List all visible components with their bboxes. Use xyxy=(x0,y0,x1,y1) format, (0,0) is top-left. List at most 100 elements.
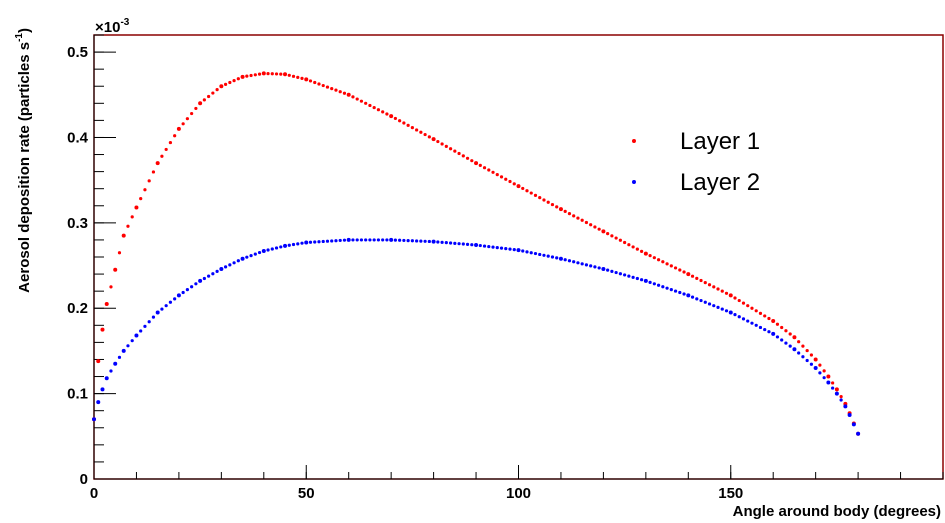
data-point xyxy=(478,163,482,167)
data-point xyxy=(296,75,300,79)
data-point xyxy=(181,122,185,126)
data-point xyxy=(211,91,215,95)
data-point xyxy=(784,341,788,345)
data-point xyxy=(155,161,160,166)
data-point xyxy=(457,151,461,156)
data-point xyxy=(173,134,177,138)
y-axis-label-sup: -1 xyxy=(14,33,25,42)
data-point xyxy=(851,422,856,427)
data-point xyxy=(427,135,431,139)
data-point xyxy=(194,106,198,111)
data-point xyxy=(737,298,741,303)
data-point xyxy=(661,260,665,264)
data-point xyxy=(117,355,122,359)
legend[interactable]: Layer 1 Layer 2 xyxy=(632,128,760,196)
data-point xyxy=(304,240,309,245)
data-point xyxy=(707,283,712,287)
data-point xyxy=(572,260,576,264)
data-point xyxy=(198,101,203,106)
data-point xyxy=(176,293,181,298)
data-point xyxy=(461,154,465,158)
y-multiplier: ×10-3 xyxy=(95,17,130,36)
data-point xyxy=(737,315,741,319)
data-point xyxy=(143,188,147,192)
data-point xyxy=(669,288,673,292)
data-point xyxy=(453,149,457,153)
data-point xyxy=(546,254,550,258)
data-point xyxy=(792,335,797,340)
data-point xyxy=(508,247,512,251)
data-point xyxy=(631,275,635,279)
data-point xyxy=(283,243,288,248)
data-point xyxy=(733,313,737,317)
data-point xyxy=(542,253,546,257)
data-point xyxy=(499,175,504,179)
data-point xyxy=(618,238,622,242)
data-point xyxy=(558,207,563,212)
data-point xyxy=(584,220,589,225)
data-point xyxy=(665,286,669,290)
data-point xyxy=(92,417,96,422)
data-point xyxy=(321,83,325,88)
data-point xyxy=(385,238,389,242)
data-point xyxy=(240,256,245,261)
data-point xyxy=(245,74,249,78)
data-point xyxy=(558,256,563,261)
data-point xyxy=(330,239,334,243)
data-point xyxy=(398,238,402,242)
data-point xyxy=(826,380,831,385)
data-point xyxy=(478,243,482,248)
data-point xyxy=(606,268,610,272)
data-point xyxy=(261,71,266,76)
data-point xyxy=(521,186,525,191)
data-point xyxy=(724,309,729,313)
data-point xyxy=(274,72,279,76)
data-point xyxy=(232,78,236,83)
data-point xyxy=(555,205,559,209)
data-point xyxy=(589,264,593,268)
data-point xyxy=(593,265,597,269)
data-point xyxy=(359,238,364,242)
data-point xyxy=(232,261,236,265)
data-point xyxy=(580,218,584,222)
data-point xyxy=(236,77,240,81)
data-point xyxy=(245,255,249,259)
data-point xyxy=(436,139,440,144)
data-point xyxy=(831,381,835,385)
data-point xyxy=(720,289,724,293)
data-point xyxy=(627,274,631,278)
data-point xyxy=(207,94,211,99)
data-point xyxy=(728,310,733,315)
data-point xyxy=(572,214,576,218)
svg-text:Aerosol deposition rate (parti: Aerosol deposition rate (particles s-1) xyxy=(14,28,33,293)
data-point xyxy=(385,112,389,116)
data-point xyxy=(839,398,843,402)
data-point xyxy=(431,137,436,142)
data-point xyxy=(550,202,555,207)
data-point xyxy=(346,237,351,242)
data-point xyxy=(567,212,572,216)
data-point xyxy=(474,161,479,166)
data-point xyxy=(610,234,614,238)
data-point xyxy=(134,205,139,210)
data-point xyxy=(597,266,601,270)
data-point xyxy=(113,267,118,272)
plot-frame xyxy=(93,34,944,480)
data-point xyxy=(643,251,648,256)
data-point xyxy=(516,248,521,253)
data-point xyxy=(843,404,848,409)
plot-area xyxy=(93,34,944,480)
data-point xyxy=(287,73,291,77)
data-point xyxy=(712,304,716,308)
data-point xyxy=(134,333,139,338)
data-point xyxy=(109,285,113,289)
data-point xyxy=(151,170,156,174)
data-point xyxy=(173,297,177,301)
data-point xyxy=(440,240,444,244)
data-point xyxy=(143,324,147,328)
data-point xyxy=(610,269,614,273)
data-point xyxy=(805,358,809,363)
data-point xyxy=(847,412,852,417)
data-point xyxy=(334,88,338,92)
